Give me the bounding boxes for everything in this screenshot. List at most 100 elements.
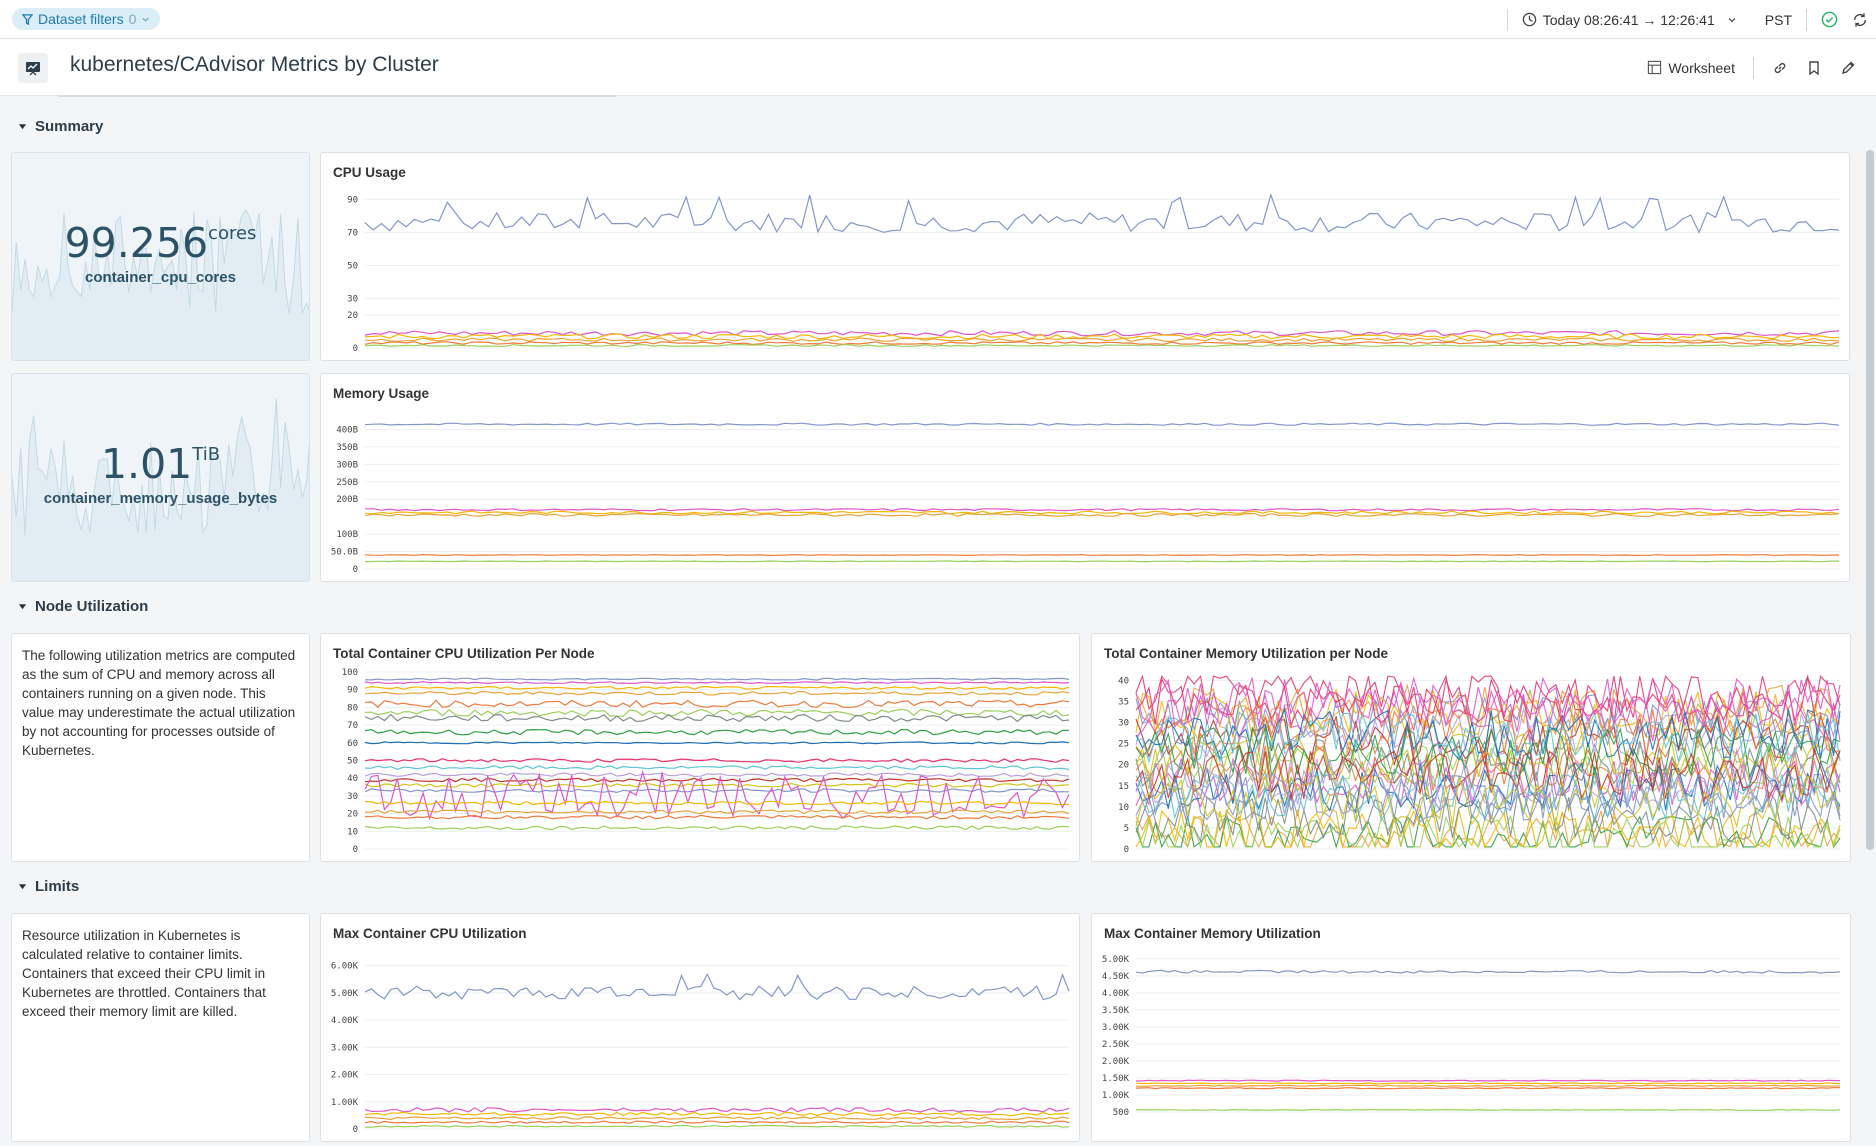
filter-count: 0 <box>128 11 137 27</box>
y-tick-label: 3.00K <box>1102 1023 1130 1033</box>
y-tick-label: 200B <box>336 495 358 505</box>
cpu-cores-stat[interactable]: 99.256cores container_cpu_cores <box>11 152 310 361</box>
memory-usage-label: container_memory_usage_bytes <box>43 490 278 507</box>
panel-title: CPU Usage <box>333 165 406 180</box>
section-summary[interactable]: Summary <box>18 118 103 135</box>
y-tick-label: 2.00K <box>331 1071 359 1081</box>
series-line <box>1135 771 1841 824</box>
series-line <box>1135 749 1841 803</box>
worksheet-label: Worksheet <box>1668 59 1735 76</box>
cpu-usage-panel[interactable]: CPU Usage 0 20 30 50 70 90 <box>320 152 1850 361</box>
y-tick-label: 100B <box>336 530 358 540</box>
series-line <box>364 972 1070 1001</box>
y-tick-label: 10 <box>1118 803 1129 813</box>
y-tick-label: 1.00K <box>1102 1091 1130 1101</box>
memory-usage-value: 1.01TiB <box>100 440 221 488</box>
refresh-icon[interactable] <box>1852 12 1868 28</box>
y-tick-label: 0 <box>353 845 358 855</box>
y-tick-label: 35 <box>1118 698 1129 708</box>
series-line <box>1135 731 1841 784</box>
panel-title: Total Container CPU Utilization Per Node <box>333 646 595 661</box>
node-memory-panel[interactable]: Total Container Memory Utilization per N… <box>1091 633 1851 862</box>
divider <box>1506 8 1508 31</box>
worksheet-button[interactable]: Worksheet <box>1647 60 1735 76</box>
pencil-icon[interactable] <box>1840 60 1856 76</box>
y-tick-label: 4.00K <box>331 1016 359 1026</box>
series-line <box>364 758 1070 763</box>
series-line <box>1135 676 1841 727</box>
limits-description: Resource utilization in Kubernetes is ca… <box>11 913 310 1142</box>
y-tick-label: 4.50K <box>1102 972 1130 982</box>
y-tick-label: 6.00K <box>331 962 359 972</box>
y-tick-label: 250B <box>336 478 358 488</box>
series-line <box>364 554 1840 557</box>
title-underline <box>58 95 616 97</box>
series-line <box>364 344 1840 347</box>
series-line <box>1135 741 1841 793</box>
max-cpu-panel[interactable]: Max Container CPU Utilization 0 1.00K 2.00… <box>320 913 1080 1142</box>
panel-title: Total Container Memory Utilization per N… <box>1104 646 1389 661</box>
series-line <box>1135 1084 1841 1087</box>
series-line <box>364 814 1070 820</box>
series-line <box>364 510 1840 515</box>
section-summary-title: Summary <box>35 118 104 135</box>
series-line <box>364 677 1070 681</box>
y-tick-label: 25 <box>1118 740 1129 750</box>
series-line <box>364 782 1070 788</box>
y-tick-label: 350B <box>336 443 358 453</box>
series-line <box>364 772 1070 778</box>
series-line <box>1135 735 1841 788</box>
y-tick-label: 80 <box>347 703 358 713</box>
y-tick-label: 0 <box>1124 845 1129 855</box>
divider <box>1753 56 1754 79</box>
series-line <box>364 728 1070 736</box>
y-tick-label: 60 <box>347 739 358 749</box>
y-tick-label: 5.00K <box>331 989 359 999</box>
chevron-down-icon <box>141 15 150 24</box>
series-line <box>364 699 1070 708</box>
section-node-utilization[interactable]: Node Utilization <box>18 598 148 615</box>
series-line <box>364 741 1070 745</box>
series-line <box>364 341 1840 346</box>
caret-down-icon <box>18 602 27 611</box>
series-line <box>1135 1108 1841 1111</box>
chevron-down-icon <box>1727 15 1737 25</box>
y-tick-label: 20 <box>1118 761 1129 771</box>
panel-title: Memory Usage <box>333 386 430 401</box>
top-bar: Dataset filters 0 Today 08:26:41 → 12:26… <box>0 0 1876 39</box>
sparkline-area <box>12 398 309 581</box>
y-tick-label: 3.00K <box>331 1043 359 1053</box>
bookmark-icon[interactable] <box>1806 60 1822 76</box>
series-line <box>364 825 1070 831</box>
series-line <box>1135 1079 1841 1082</box>
y-tick-label: 10 <box>347 827 358 837</box>
filter-icon <box>22 13 33 25</box>
section-limits[interactable]: Limits <box>18 878 79 895</box>
timezone-selector[interactable]: PST <box>1764 11 1792 28</box>
node-cpu-panel[interactable]: Total Container CPU Utilization Per Node… <box>320 633 1080 862</box>
memory-usage-panel[interactable]: Memory Usage 0 50.0B 100B 200B 250B 300B 350B 4… <box>320 373 1850 582</box>
y-tick-label: 40 <box>347 774 358 784</box>
series-line <box>364 685 1070 690</box>
node-memory-chart: 0 5 10 15 20 25 30 35 40 <box>1118 674 1841 855</box>
check-circle-icon[interactable] <box>1821 11 1838 28</box>
link-icon[interactable] <box>1772 60 1788 76</box>
dataset-filters-button[interactable]: Dataset filters 0 <box>12 8 161 30</box>
y-tick-label: 3.50K <box>1102 1006 1130 1016</box>
scrollbar-thumb[interactable] <box>1866 150 1874 850</box>
series-line <box>1135 814 1841 850</box>
y-tick-label: 50 <box>347 261 358 271</box>
series-line <box>364 333 1839 340</box>
series-line <box>364 337 1840 343</box>
y-tick-label: 300B <box>336 460 358 470</box>
memory-usage-chart: 0 50.0B 100B 200B 250B 300B 350B 400B <box>331 422 1840 575</box>
y-tick-label: 30 <box>347 294 358 304</box>
memory-usage-stat[interactable]: 1.01TiB container_memory_usage_bytes <box>11 373 310 582</box>
time-range-picker[interactable]: Today 08:26:41 → 12:26:41 <box>1522 12 1737 28</box>
y-tick-label: 0 <box>353 565 358 575</box>
clock-icon <box>1522 12 1537 27</box>
section-node-utilization-title: Node Utilization <box>35 598 149 615</box>
max-memory-panel[interactable]: Max Container Memory Utilization 500 1.00… <box>1091 913 1851 1142</box>
series-line <box>1135 707 1841 761</box>
sparkline-line <box>12 209 309 315</box>
